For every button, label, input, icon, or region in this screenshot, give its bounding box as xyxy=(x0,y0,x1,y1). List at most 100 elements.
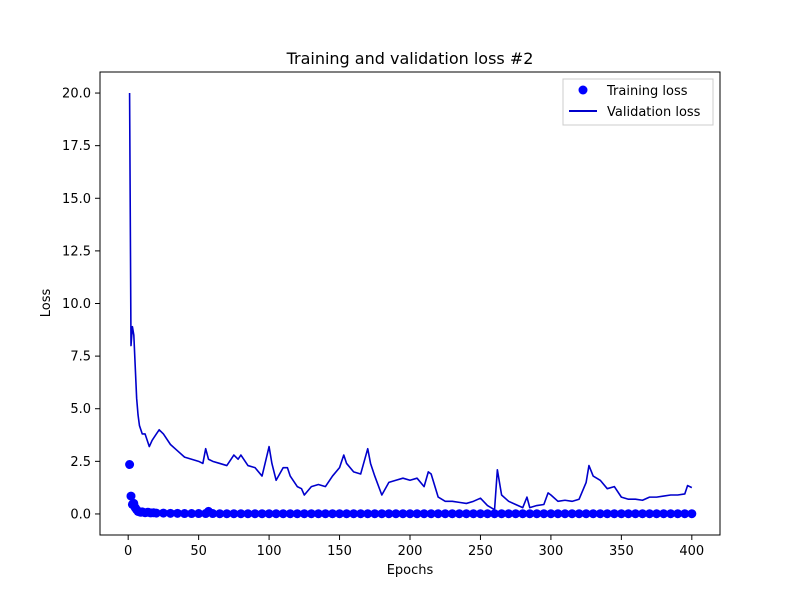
training-loss-point xyxy=(680,509,690,519)
training-loss-point xyxy=(222,509,232,519)
training-loss-point xyxy=(638,509,647,519)
training-loss-point xyxy=(342,509,352,519)
x-tick-label: 150 xyxy=(327,544,352,559)
training-loss-point xyxy=(546,509,556,519)
training-loss-point xyxy=(645,509,655,519)
training-loss-point xyxy=(335,509,345,519)
training-loss-point xyxy=(497,509,507,519)
x-tick-label: 100 xyxy=(257,544,282,559)
y-tick-label: 5.0 xyxy=(70,402,91,417)
x-tick-label: 0 xyxy=(124,544,132,559)
y-tick-label: 20.0 xyxy=(62,87,91,102)
training-loss-point xyxy=(623,509,633,519)
training-loss-point xyxy=(532,509,542,519)
training-loss-point xyxy=(125,460,135,469)
legend-label-training-loss: Training loss xyxy=(606,84,688,99)
training-loss-point xyxy=(553,509,563,519)
training-loss-point xyxy=(560,509,570,519)
x-tick-label: 400 xyxy=(679,544,704,559)
training-loss-point xyxy=(652,509,662,519)
training-loss-point xyxy=(377,509,387,519)
y-axis-label: Loss xyxy=(39,289,54,318)
training-loss-point xyxy=(180,509,190,519)
training-loss-point xyxy=(539,509,549,519)
training-loss-point xyxy=(173,508,182,518)
training-loss-point xyxy=(659,509,669,519)
y-tick-label: 17.5 xyxy=(62,139,91,154)
y-tick-label: 7.5 xyxy=(70,350,91,365)
x-tick-label: 50 xyxy=(190,544,207,559)
training-loss-point xyxy=(687,509,697,519)
x-axis-ticks: 0 50 100 150 200 250 300 350 400 xyxy=(124,535,704,559)
training-loss-point xyxy=(126,491,136,501)
training-loss-point xyxy=(356,509,366,519)
training-loss-point xyxy=(384,509,394,519)
y-tick-label: 0.0 xyxy=(70,507,91,522)
x-tick-label: 350 xyxy=(609,544,634,559)
x-tick-label: 250 xyxy=(468,544,493,559)
training-loss-point xyxy=(567,509,577,519)
training-loss-point xyxy=(616,509,626,519)
training-loss-point xyxy=(447,509,457,519)
training-loss-point xyxy=(299,509,309,519)
training-loss-point xyxy=(215,509,225,519)
training-loss-point xyxy=(320,509,330,519)
training-loss-point xyxy=(490,509,500,519)
training-loss-point xyxy=(250,509,260,519)
training-loss-point xyxy=(475,509,485,519)
training-loss-point xyxy=(468,509,478,519)
training-loss-point xyxy=(602,509,612,519)
training-loss-point xyxy=(306,509,316,519)
training-loss-point xyxy=(292,509,302,519)
training-loss-point xyxy=(412,509,422,519)
training-loss-point xyxy=(405,509,415,519)
training-loss-point xyxy=(504,509,514,519)
chart-title: Training and validation loss #2 xyxy=(286,49,534,68)
training-loss-point xyxy=(370,509,380,519)
training-loss-point xyxy=(187,509,197,519)
y-tick-label: 15.0 xyxy=(62,192,91,207)
training-loss-point xyxy=(194,509,204,519)
series-layer xyxy=(125,93,697,519)
training-loss-point xyxy=(419,509,429,519)
training-loss-point xyxy=(328,509,337,519)
training-loss-point xyxy=(609,509,619,519)
legend-label-validation-loss: Validation loss xyxy=(607,105,701,120)
training-loss-point xyxy=(483,509,492,519)
training-loss-point xyxy=(630,509,640,519)
training-loss-point xyxy=(349,509,359,519)
training-loss-point xyxy=(243,509,253,519)
training-loss-point xyxy=(461,509,471,519)
training-loss-point xyxy=(285,509,295,519)
training-loss-point xyxy=(363,509,373,519)
training-loss-point xyxy=(574,509,584,519)
training-loss-point xyxy=(236,509,246,519)
training-loss-point xyxy=(673,509,683,519)
training-loss-point xyxy=(588,509,598,519)
training-loss-point xyxy=(257,509,267,519)
training-loss-point xyxy=(165,508,175,518)
training-loss-point xyxy=(278,509,288,519)
x-tick-label: 300 xyxy=(538,544,563,559)
training-loss-point xyxy=(518,509,528,519)
training-loss-point xyxy=(426,509,436,519)
training-loss-point xyxy=(666,509,676,519)
training-loss-point xyxy=(271,509,281,519)
x-tick-label: 200 xyxy=(398,544,423,559)
training-loss-point xyxy=(595,509,605,519)
training-loss-point xyxy=(264,509,274,519)
legend-box xyxy=(562,78,714,126)
training-loss-point xyxy=(433,509,443,519)
training-loss-point xyxy=(440,509,450,519)
training-loss-point xyxy=(208,509,218,519)
training-loss-point xyxy=(229,509,239,519)
training-loss-point xyxy=(313,509,323,519)
y-tick-label: 10.0 xyxy=(62,297,91,312)
legend: Training loss Validation loss xyxy=(562,78,714,126)
y-tick-label: 12.5 xyxy=(62,244,91,259)
training-loss-point xyxy=(158,508,168,518)
training-loss-point xyxy=(391,509,401,519)
training-loss-point xyxy=(454,509,464,519)
training-loss-point xyxy=(151,508,161,518)
